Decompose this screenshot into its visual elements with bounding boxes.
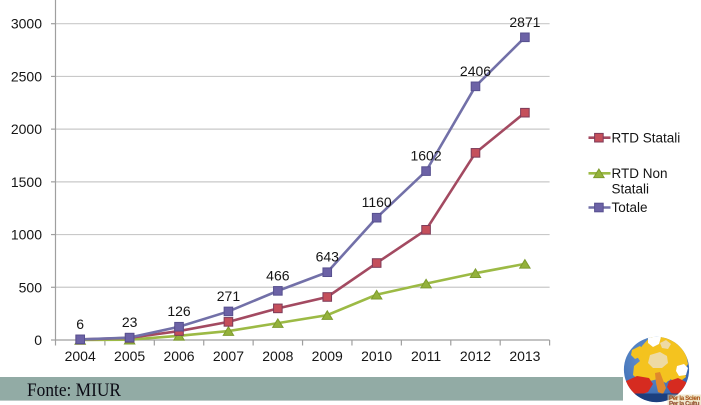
- svg-text:Per la Scien: Per la Scien: [669, 395, 700, 402]
- svg-text:2000: 2000: [11, 121, 42, 137]
- svg-text:500: 500: [19, 279, 43, 295]
- svg-text:2008: 2008: [262, 348, 293, 364]
- svg-text:2406: 2406: [460, 63, 491, 79]
- svg-text:1000: 1000: [11, 227, 42, 243]
- svg-text:Per la Cultu: Per la Cultu: [669, 401, 700, 405]
- svg-text:1500: 1500: [11, 174, 42, 190]
- svg-text:3000: 3000: [11, 16, 42, 32]
- svg-text:643: 643: [316, 249, 340, 265]
- svg-text:271: 271: [217, 288, 241, 304]
- svg-text:Statali: Statali: [612, 181, 650, 196]
- svg-text:2004: 2004: [65, 348, 96, 364]
- svg-text:RTD Non: RTD Non: [612, 166, 668, 181]
- svg-text:126: 126: [167, 303, 191, 319]
- svg-text:2012: 2012: [460, 348, 491, 364]
- svg-text:2005: 2005: [114, 348, 145, 364]
- svg-text:2013: 2013: [509, 348, 540, 364]
- svg-text:1160: 1160: [362, 194, 392, 210]
- svg-text:2011: 2011: [411, 348, 441, 364]
- svg-text:2500: 2500: [11, 68, 42, 84]
- svg-text:2007: 2007: [213, 348, 244, 364]
- svg-text:2009: 2009: [312, 348, 343, 364]
- svg-text:1602: 1602: [410, 148, 441, 164]
- svg-text:0: 0: [34, 332, 42, 348]
- svg-text:466: 466: [266, 267, 290, 283]
- svg-text:Fonte: MIUR: Fonte: MIUR: [27, 380, 121, 401]
- svg-text:RTD Statali: RTD Statali: [612, 130, 681, 145]
- svg-text:Totale: Totale: [612, 200, 648, 215]
- svg-text:6: 6: [76, 316, 84, 332]
- svg-text:23: 23: [122, 314, 138, 330]
- svg-text:2871: 2871: [509, 14, 540, 30]
- svg-text:2010: 2010: [361, 348, 392, 364]
- svg-text:2006: 2006: [163, 348, 194, 364]
